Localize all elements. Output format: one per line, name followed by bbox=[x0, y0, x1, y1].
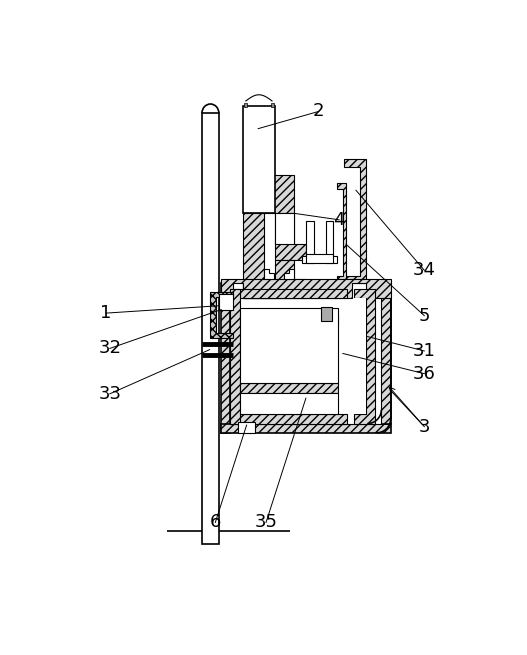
Polygon shape bbox=[221, 283, 230, 433]
Polygon shape bbox=[230, 289, 240, 424]
Polygon shape bbox=[221, 279, 391, 298]
Bar bbox=[306, 254, 333, 263]
Polygon shape bbox=[302, 221, 314, 263]
Text: 1: 1 bbox=[100, 304, 111, 322]
Bar bbox=[243, 105, 275, 214]
Bar bbox=[238, 422, 255, 433]
Text: 33: 33 bbox=[99, 385, 121, 403]
Polygon shape bbox=[354, 289, 375, 424]
Polygon shape bbox=[264, 175, 295, 214]
Bar bbox=[271, 103, 275, 107]
Text: 5: 5 bbox=[418, 307, 430, 325]
Text: 31: 31 bbox=[413, 342, 436, 360]
Bar bbox=[240, 308, 338, 383]
Bar bbox=[354, 298, 366, 415]
Bar bbox=[275, 214, 295, 244]
Text: 4: 4 bbox=[333, 211, 345, 229]
Polygon shape bbox=[230, 415, 347, 424]
Bar bbox=[202, 113, 219, 544]
Bar bbox=[243, 103, 247, 107]
Polygon shape bbox=[344, 159, 366, 283]
Polygon shape bbox=[337, 183, 346, 283]
Polygon shape bbox=[264, 269, 274, 279]
Polygon shape bbox=[230, 289, 347, 298]
Polygon shape bbox=[243, 259, 306, 298]
Text: 35: 35 bbox=[255, 514, 278, 531]
Polygon shape bbox=[240, 315, 338, 325]
Text: 2: 2 bbox=[313, 102, 325, 121]
Polygon shape bbox=[221, 424, 391, 433]
Bar bbox=[219, 294, 233, 310]
Text: 3: 3 bbox=[418, 418, 430, 436]
Polygon shape bbox=[210, 292, 233, 338]
Text: 34: 34 bbox=[413, 261, 436, 279]
Polygon shape bbox=[326, 221, 337, 263]
Polygon shape bbox=[275, 214, 306, 259]
Polygon shape bbox=[382, 283, 391, 424]
Polygon shape bbox=[285, 269, 295, 279]
Bar bbox=[321, 307, 332, 321]
Bar bbox=[230, 283, 382, 424]
Bar bbox=[240, 393, 338, 415]
Text: 6: 6 bbox=[210, 514, 221, 531]
Polygon shape bbox=[243, 214, 275, 298]
Text: 32: 32 bbox=[99, 339, 121, 358]
Text: 36: 36 bbox=[413, 365, 436, 383]
Polygon shape bbox=[240, 383, 338, 393]
